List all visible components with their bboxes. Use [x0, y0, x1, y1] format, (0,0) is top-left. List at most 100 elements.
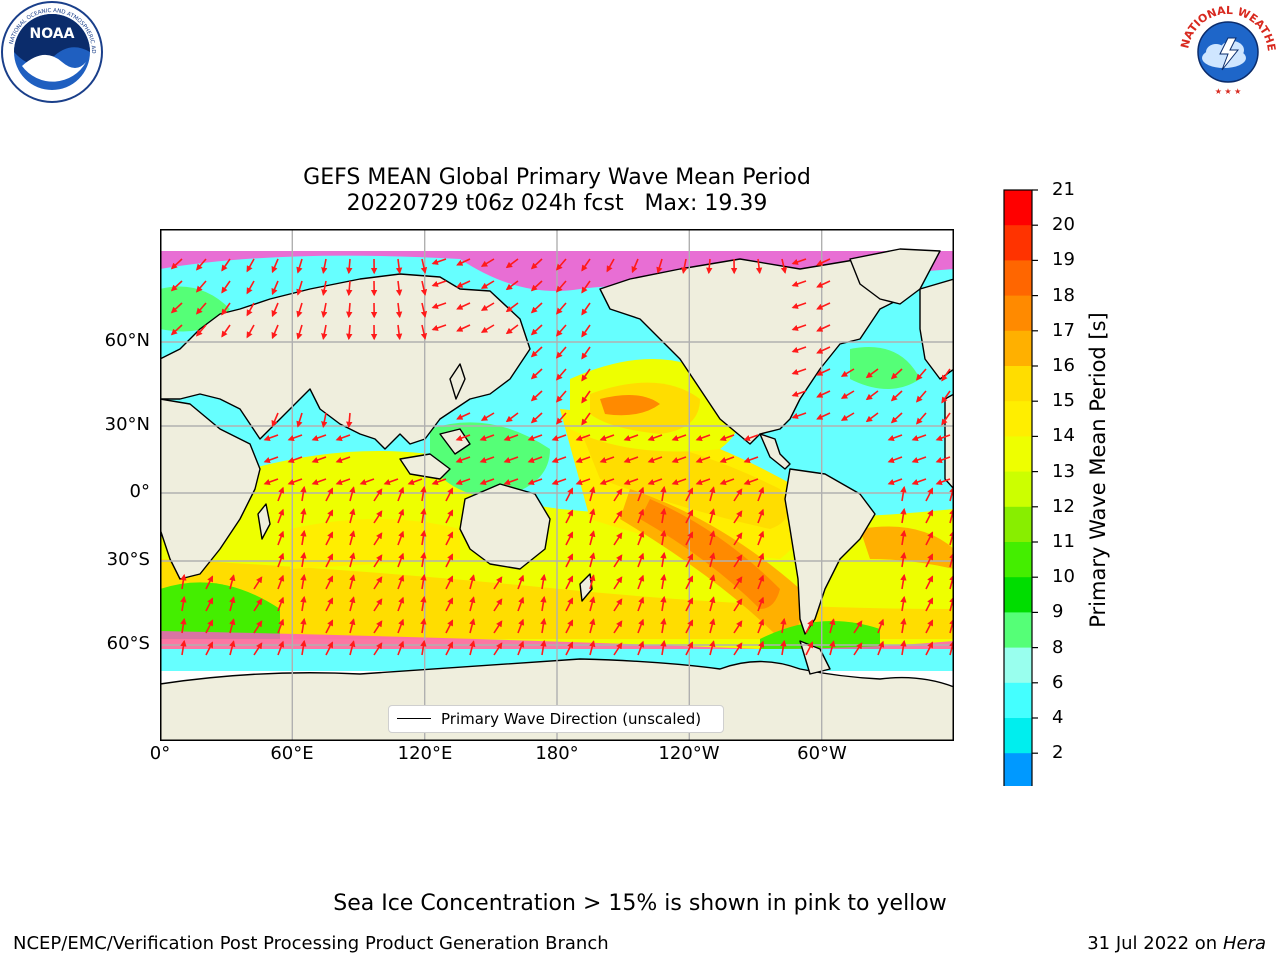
wave-arrow [890, 412, 903, 424]
wave-arrow [349, 596, 356, 612]
colorbar-segment [1004, 190, 1032, 226]
wave-arrow [685, 619, 694, 634]
wave-arrow [656, 258, 663, 274]
wave-arrow [263, 434, 279, 442]
wave-arrow [613, 576, 623, 590]
lat-tick-60n: 60°N [104, 330, 150, 351]
wave-arrow [805, 641, 814, 656]
wave-arrow [263, 456, 279, 464]
colorbar-segment [1004, 612, 1032, 649]
footer-date: 31 Jul 2022 on Hera [1087, 933, 1266, 954]
wave-arrow [503, 434, 519, 442]
colorbar-tick-label: 13 [1052, 460, 1075, 482]
wave-arrow [170, 258, 183, 270]
wave-arrow [311, 456, 327, 464]
wave-arrow [555, 368, 567, 381]
wave-arrow [709, 640, 716, 656]
wave-arrow [530, 258, 543, 270]
wave-arrow [565, 575, 574, 590]
wave-arrow [887, 456, 903, 464]
wave-arrow [325, 641, 334, 656]
wave-arrow [733, 576, 743, 590]
wave-arrow [900, 551, 907, 568]
wave-arrow [599, 456, 615, 464]
wave-arrow [431, 478, 447, 486]
wave-arrow [865, 368, 879, 379]
wave-arrow [911, 434, 927, 442]
map-title: GEFS MEAN Global Primary Wave Mean Perio… [303, 165, 811, 190]
wave-arrow [229, 574, 236, 590]
wave-arrow [455, 456, 471, 464]
wave-arrow [300, 639, 307, 656]
wave-arrow [456, 412, 471, 420]
wave-arrow [325, 597, 334, 612]
wave-arrow [527, 478, 543, 486]
wave-arrow [253, 642, 263, 656]
wave-arrow [565, 487, 574, 502]
wave-arrow [647, 434, 663, 442]
wave-arrow [637, 596, 645, 612]
wave-arrow [195, 324, 207, 337]
wave-arrow [300, 595, 307, 612]
wave-arrow [915, 368, 927, 381]
wave-arrow [445, 487, 454, 502]
wave-arrow [229, 596, 236, 612]
wave-arrow [205, 597, 214, 612]
wave-arrow [271, 324, 279, 340]
lon-tick-120e: 120°E [397, 743, 453, 764]
wave-arrow [420, 302, 428, 318]
wave-arrow [900, 529, 907, 546]
wave-arrow [221, 324, 231, 338]
wave-arrow [816, 302, 831, 310]
wave-arrow [865, 412, 879, 423]
wave-arrow [479, 434, 495, 442]
wave-arrow [829, 618, 836, 634]
wave-arrow [325, 531, 334, 546]
wave-arrow [373, 510, 383, 524]
colorbar-tick-label: 11 [1052, 531, 1075, 552]
wave-arrow [445, 575, 454, 590]
wave-arrow [479, 478, 495, 486]
wave-arrow [469, 618, 476, 634]
wave-arrow [277, 486, 285, 502]
wave-arrow [530, 346, 543, 358]
wave-arrow [660, 529, 667, 546]
wave-arrow [757, 596, 765, 612]
wave-arrow [816, 346, 831, 354]
colorbar-segment [1004, 225, 1032, 261]
wave-arrow [719, 456, 735, 464]
wave-arrow [709, 530, 716, 546]
wave-arrow [840, 390, 855, 399]
wave-arrow [685, 553, 694, 568]
wave-arrow [277, 508, 285, 524]
wave-arrow [517, 596, 525, 612]
colorbar-segment [1004, 260, 1032, 297]
wave-arrow [791, 390, 807, 397]
wave-arrow [581, 324, 591, 338]
lat-tick-30n: 30°N [104, 414, 150, 435]
wave-arrow [685, 575, 694, 590]
wave-arrow [373, 642, 383, 656]
wave-arrow [253, 576, 263, 590]
wave-arrow [335, 478, 351, 486]
wave-arrow [373, 576, 383, 590]
colorbar-segment [1004, 542, 1032, 578]
wave-arrow [349, 508, 356, 524]
wave-arrow [637, 530, 645, 546]
wave-arrow [613, 620, 623, 634]
wave-arrow [455, 434, 471, 442]
colorbar-tick-label: 15 [1052, 390, 1075, 412]
wave-arrow [757, 508, 765, 524]
wave-arrow [887, 434, 903, 442]
wave-arrow [180, 595, 187, 612]
wave-arrow [445, 531, 454, 546]
wave-arrow [900, 573, 907, 590]
wave-arrow [631, 258, 639, 274]
wave-arrow [480, 302, 495, 311]
wave-arrow [589, 552, 596, 568]
wave-arrow [335, 434, 351, 442]
noaa-logo: NOAA NATIONAL OCEANIC AND ATMOSPHERIC AD… [0, 0, 103, 103]
colorbar-tick-label: 2 [1052, 742, 1064, 764]
wave-arrow [271, 258, 279, 274]
lat-tick-60s: 60°S [106, 633, 150, 654]
